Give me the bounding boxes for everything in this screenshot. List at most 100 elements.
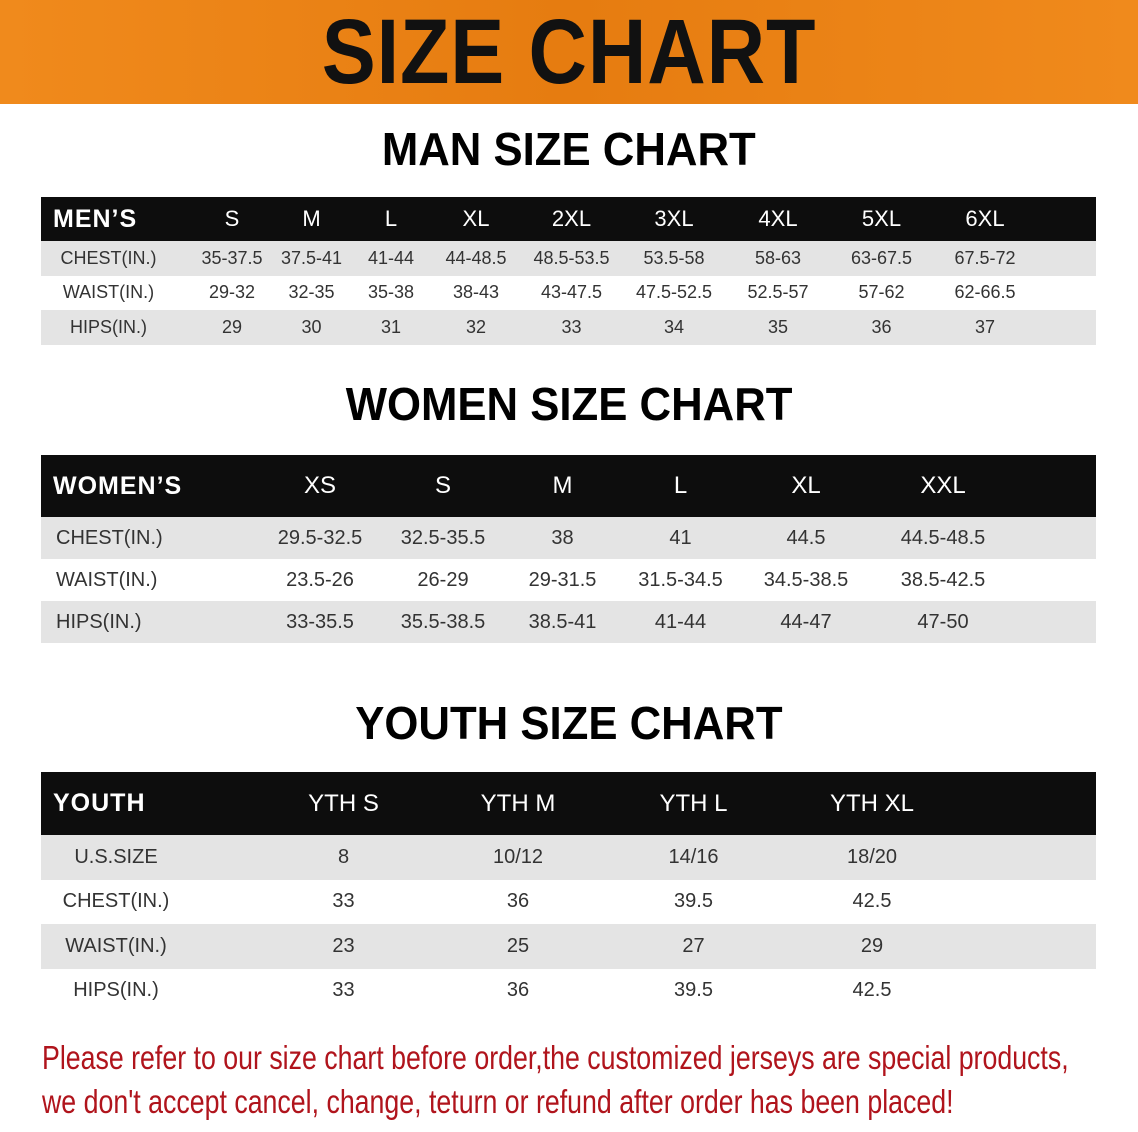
cell: 32.5-35.5	[400, 526, 486, 549]
cell: 31.5-34.5	[638, 568, 723, 591]
row-label: CHEST(IN.)	[56, 526, 163, 549]
cell: 23.5-26	[286, 568, 354, 591]
cell: 33-35.5	[286, 610, 354, 633]
cell: XL	[791, 472, 821, 499]
cell: 33	[332, 890, 355, 913]
cell: 30	[301, 316, 322, 337]
cell: 41-44	[367, 247, 415, 268]
cell: 38-43	[452, 282, 500, 303]
note-line-2: we don't accept cancel, change, teturn o…	[42, 1083, 954, 1120]
cell: 23	[332, 934, 355, 957]
row-label: HIPS(IN.)	[56, 610, 142, 633]
cell: 43-47.5	[540, 282, 603, 303]
cell: M	[552, 472, 573, 499]
cell: 29	[221, 316, 243, 337]
cell: 10/12	[492, 845, 544, 868]
cell: 42.5	[852, 890, 892, 913]
cell: 32	[465, 316, 487, 337]
cell: 47.5-52.5	[635, 282, 713, 303]
table-row: CHEST(IN.) 33 36 39.5 42.5	[41, 879, 1096, 924]
youth-title: YOUTH SIZE CHART	[355, 697, 783, 749]
cell: 38.5-42.5	[900, 568, 986, 591]
cell: L	[673, 472, 688, 499]
cell: 33	[332, 979, 355, 1002]
cell: 2XL	[551, 206, 592, 231]
men-title: MAN SIZE CHART	[382, 123, 756, 175]
row-label: CHEST(IN.)	[60, 247, 157, 268]
cell: 67.5-72	[954, 247, 1016, 268]
cell: 4XL	[758, 206, 798, 231]
cell: 29-31.5	[528, 568, 597, 591]
cell: YTH L	[659, 789, 728, 817]
cell: YTH XL	[829, 789, 915, 817]
table-row: HIPS(IN.) 33-35.5 35.5-38.5 38.5-41 41-44 44-…	[41, 601, 1096, 643]
cell: 5XL	[861, 206, 902, 231]
row-label: WOMEN’S	[53, 471, 183, 500]
cell: 14/16	[668, 845, 719, 868]
cell: 48.5-53.5	[533, 247, 610, 268]
cell: 41	[669, 526, 692, 549]
cell: 36	[506, 979, 530, 1002]
cell: 32-35	[288, 282, 335, 303]
cell: 25	[506, 934, 530, 957]
cell: 39.5	[674, 890, 713, 913]
men-size-table: MEN’S S M L XL 2XL 3XL 4XL 5XL 6XL CHEST(IN.) 35-37…	[41, 197, 1096, 345]
cell: 58-63	[754, 247, 802, 268]
table-row: CHEST(IN.) 29.5-32.5 32.5-35.5 38 41 44.5 44.5…	[41, 517, 1096, 559]
row-label: U.S.SIZE	[74, 845, 158, 868]
women-title: WOMEN SIZE CHART	[345, 378, 793, 430]
row-label: WAIST(IN.)	[56, 568, 158, 591]
row-label: CHEST(IN.)	[62, 890, 170, 913]
cell: 29	[860, 934, 884, 957]
cell: YTH M	[480, 789, 556, 817]
cell: 38.5-41	[528, 610, 597, 633]
cell: 34.5-38.5	[763, 568, 849, 591]
table-row: WAIST(IN.) 29-32 32-35 35-38 38-43 43-47.5 47.…	[41, 275, 1096, 310]
cell: 26-29	[417, 568, 469, 591]
table-row: U.S.SIZE 8 10/12 14/16 18/20	[41, 835, 1096, 880]
cell: 35	[767, 316, 789, 337]
cell: 44.5	[786, 526, 826, 549]
row-label: HIPS(IN.)	[69, 316, 147, 337]
cell: 33	[561, 316, 582, 337]
header-row: WOMEN’S XS S M L XL XXL	[41, 455, 1096, 517]
youth-size-table: YOUTH YTH S YTH M YTH L YTH XL U.S.SIZE 8 10/12…	[41, 772, 1096, 1013]
cell: 34	[663, 316, 685, 337]
cell: L	[384, 206, 398, 231]
table-row: HIPS(IN.) 29 30 31 32 33 34 35 36 37	[41, 310, 1096, 345]
cell: 35.5-38.5	[400, 610, 486, 633]
cell: 44.5-48.5	[900, 526, 986, 549]
cell: M	[302, 206, 321, 231]
cell: 53.5-58	[643, 247, 705, 268]
row-label: WAIST(IN.)	[62, 282, 155, 303]
cell: 57-62	[858, 282, 905, 303]
row-label: MEN’S	[53, 204, 138, 233]
cell: 39.5	[674, 979, 713, 1002]
table-row: WAIST(IN.) 23.5-26 26-29 29-31.5 31.5-34.5 34…	[41, 559, 1096, 601]
table-row: WAIST(IN.) 23 25 27 29	[41, 924, 1096, 969]
header-row: MEN’S S M L XL 2XL 3XL 4XL 5XL 6XL	[41, 197, 1096, 241]
cell: 63-67.5	[850, 247, 913, 268]
note-line-1: Please refer to our size chart before or…	[42, 1039, 1069, 1076]
size-chart-banner: SIZE CHART	[0, 0, 1138, 104]
cell: 44-47	[780, 610, 832, 633]
cell: 47-50	[917, 610, 969, 633]
order-note: Please refer to our size chart before or…	[42, 1036, 1069, 1124]
cell: 36	[506, 890, 530, 913]
cell: 44-48.5	[445, 247, 507, 268]
table-row: CHEST(IN.) 35-37.5 37.5-41 41-44 44-48.5 48.5…	[41, 241, 1096, 276]
table-row: HIPS(IN.) 33 36 39.5 42.5	[41, 968, 1096, 1013]
cell: XS	[303, 472, 336, 499]
cell: 38	[551, 526, 574, 549]
cell: 18/20	[846, 845, 898, 868]
cell: XL	[462, 206, 490, 231]
cell: 36	[871, 316, 892, 337]
cell: 31	[380, 316, 402, 337]
cell: 3XL	[654, 206, 694, 231]
cell: 41-44	[654, 610, 707, 633]
cell: 27	[682, 934, 705, 957]
cell: 6XL	[965, 206, 1005, 231]
cell: 29.5-32.5	[277, 526, 363, 549]
cell: 35-38	[367, 282, 415, 303]
cell: XXL	[920, 472, 966, 499]
